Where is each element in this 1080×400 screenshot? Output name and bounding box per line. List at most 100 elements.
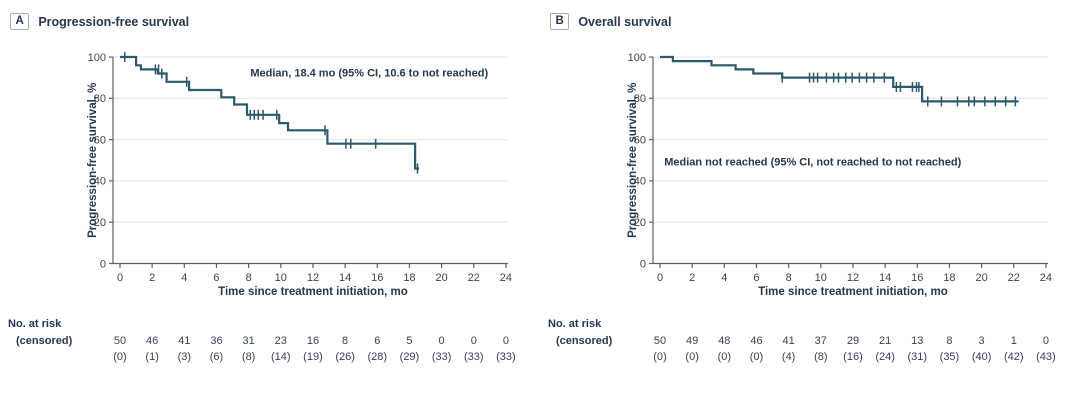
- y-tick-label: 40: [94, 176, 106, 188]
- at-risk-count: 0: [503, 335, 509, 347]
- censored-count: (33): [496, 351, 516, 363]
- y-tick-label: 20: [94, 217, 106, 229]
- censored-count: (0): [113, 351, 126, 363]
- x-tick-label: 6: [213, 272, 219, 284]
- censored-count: (28): [367, 351, 387, 363]
- censored-count: (3): [178, 351, 191, 363]
- censored-label: (censored): [16, 335, 73, 347]
- x-axis-label: Time since treatment initiation, mo: [218, 286, 408, 298]
- x-tick-label: 8: [786, 272, 792, 284]
- x-tick-label: 22: [1008, 272, 1020, 284]
- at-risk-count: 48: [718, 335, 730, 347]
- at-risk-count: 5: [406, 335, 412, 347]
- at-risk-count: 3: [979, 335, 985, 347]
- x-tick-label: 10: [275, 272, 287, 284]
- panel-a-badge: A: [10, 13, 30, 30]
- y-tick-label: 40: [634, 176, 646, 188]
- panel-progression-free-survival: A Progression-free survival 0 20 40 60 80 100…: [8, 13, 516, 363]
- y-tick-label: 60: [634, 134, 646, 146]
- censored-count: (0): [653, 351, 666, 363]
- at-risk-count: 37: [815, 335, 827, 347]
- at-risk-count: 50: [654, 335, 666, 347]
- km-curve: [660, 55, 1019, 103]
- panel-overall-survival: B Overall survival 0 20 40 60 80 100 0 2 4 6 8 10 12…: [540, 0, 1080, 400]
- censored-count: (42): [1004, 351, 1024, 363]
- x-tick-label: 8: [246, 272, 252, 284]
- x-axis-label: Time since treatment initiation, mo: [758, 286, 948, 298]
- median-annotation: Median not reached (95% CI, not reached …: [664, 156, 961, 168]
- censored-count: (33): [432, 351, 452, 363]
- censored-count: (8): [814, 351, 827, 363]
- y-tick-label: 80: [94, 93, 106, 105]
- at-risk-count: 0: [1043, 335, 1049, 347]
- censored-count: (1): [145, 351, 158, 363]
- panel-a-header: A Progression-free survival: [10, 13, 189, 30]
- y-tick-label: 80: [634, 93, 646, 105]
- y-tick-label: 60: [94, 134, 106, 146]
- at-risk-label: No. at risk: [8, 318, 62, 330]
- x-tick-label: 0: [117, 272, 123, 284]
- censored-count: (31): [907, 351, 927, 363]
- km-curve: [120, 55, 420, 170]
- x-tick-label: 0: [657, 272, 663, 284]
- y-tick-label: 0: [640, 258, 646, 270]
- y-axis-label: Progression-free survival, %: [627, 83, 639, 238]
- x-tick-label: 20: [975, 272, 987, 284]
- x-tick-label: 22: [468, 272, 480, 284]
- censored-count: (43): [1036, 351, 1056, 363]
- y-tick-label: 100: [88, 52, 106, 64]
- panel-b-title: Overall survival: [578, 14, 672, 29]
- x-tick-label: 4: [721, 272, 727, 284]
- x-tick-label: 24: [1040, 272, 1052, 284]
- censored-count: (8): [242, 351, 255, 363]
- x-tick-label: 20: [435, 272, 447, 284]
- censored-label: (censored): [556, 335, 613, 347]
- at-risk-count: 1: [1011, 335, 1017, 347]
- at-risk-label: No. at risk: [548, 318, 602, 330]
- x-tick-label: 12: [307, 272, 319, 284]
- at-risk-count: 21: [879, 335, 891, 347]
- x-tick-label: 10: [815, 272, 827, 284]
- censored-count: (0): [718, 351, 731, 363]
- at-risk-count: 36: [210, 335, 222, 347]
- x-tick-label: 14: [339, 272, 351, 284]
- censored-count: (0): [685, 351, 698, 363]
- y-tick-label: 0: [100, 258, 106, 270]
- y-tick-label: 100: [628, 52, 646, 64]
- panel-a-title: Progression-free survival: [38, 14, 190, 29]
- censored-count: (6): [210, 351, 223, 363]
- censored-count: (33): [464, 351, 484, 363]
- x-tick-label: 2: [689, 272, 695, 284]
- at-risk-count: 29: [847, 335, 859, 347]
- censored-count: (26): [335, 351, 355, 363]
- x-tick-label: 12: [847, 272, 859, 284]
- at-risk-count: 41: [783, 335, 795, 347]
- x-tick-label: 24: [500, 272, 512, 284]
- censored-count: (16): [843, 351, 863, 363]
- at-risk-count: 6: [374, 335, 380, 347]
- censored-count: (35): [940, 351, 960, 363]
- x-tick-label: 14: [879, 272, 891, 284]
- x-tick-label: 16: [371, 272, 383, 284]
- censored-count: (0): [750, 351, 763, 363]
- censored-count: (40): [972, 351, 992, 363]
- censored-count: (19): [303, 351, 323, 363]
- x-tick-label: 18: [403, 272, 415, 284]
- at-risk-count: 46: [750, 335, 762, 347]
- at-risk-count: 50: [114, 335, 126, 347]
- median-annotation: Median, 18.4 mo (95% CI, 10.6 to not rea…: [250, 67, 488, 79]
- panel-b-badge: B: [550, 13, 570, 30]
- at-risk-count: 31: [243, 335, 255, 347]
- panel-b-header: B Overall survival: [550, 13, 671, 30]
- at-risk-count: 8: [342, 335, 348, 347]
- at-risk-count: 49: [686, 335, 698, 347]
- y-tick-label: 20: [634, 217, 646, 229]
- at-risk-count: 0: [439, 335, 445, 347]
- censored-count: (14): [271, 351, 291, 363]
- x-tick-label: 2: [149, 272, 155, 284]
- at-risk-count: 46: [146, 335, 158, 347]
- censored-count: (4): [782, 351, 795, 363]
- at-risk-count: 13: [911, 335, 923, 347]
